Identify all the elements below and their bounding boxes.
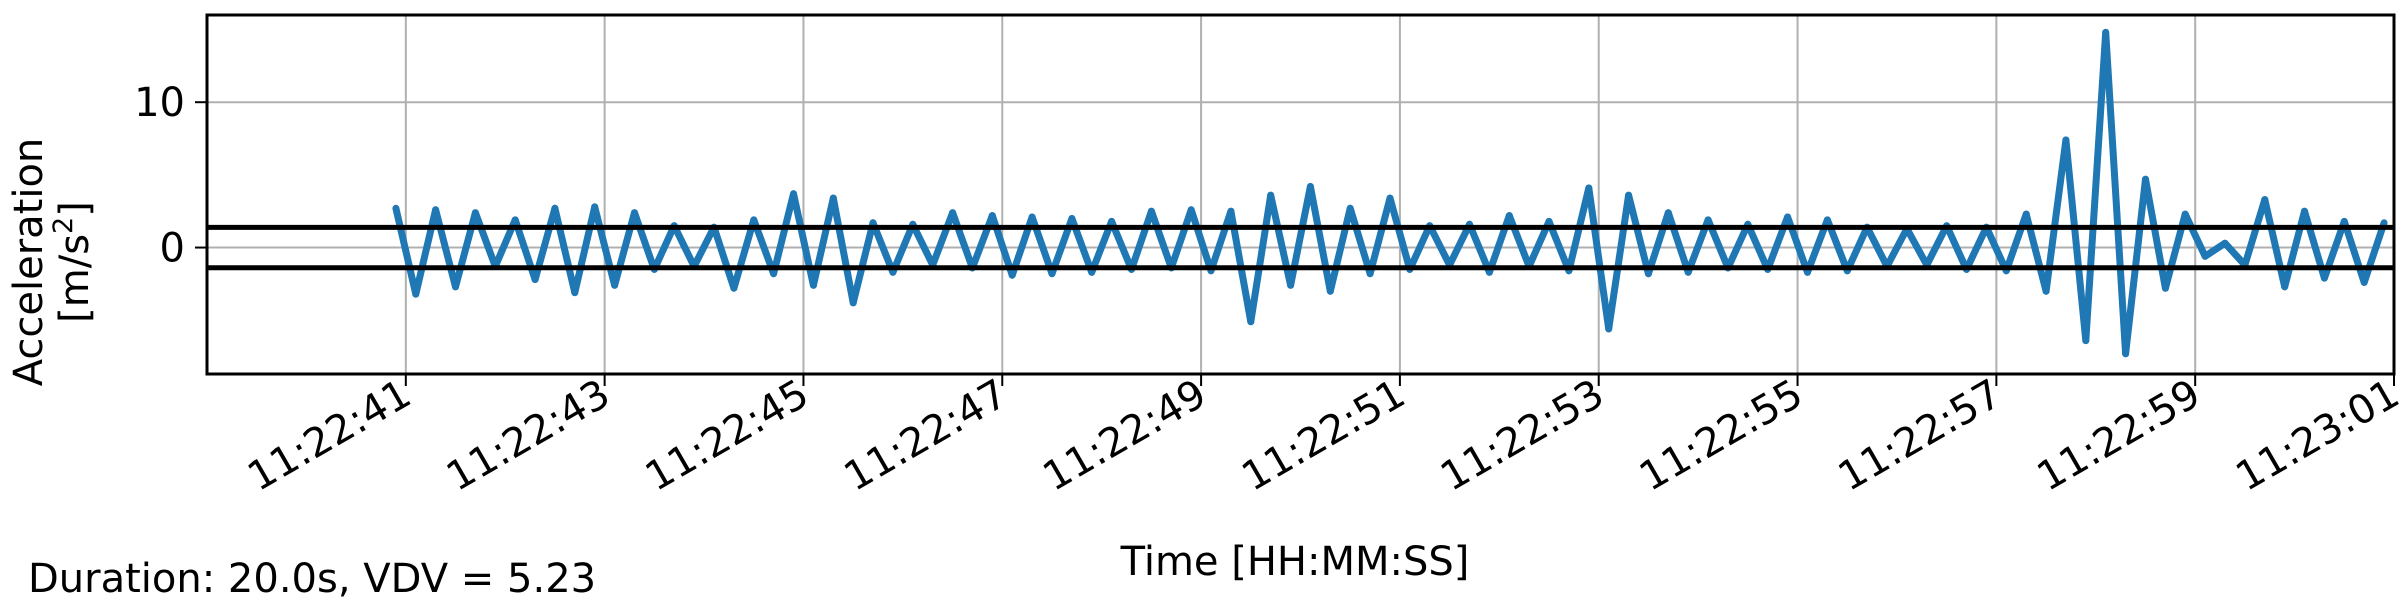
acceleration-point [1306, 183, 1314, 190]
acceleration-point [2042, 287, 2050, 295]
x-tick-label: 11:22:51 [1234, 371, 1413, 501]
acceleration-point [849, 299, 857, 307]
acceleration-point [1823, 216, 1831, 224]
acceleration-point [2022, 210, 2030, 218]
acceleration-point [1187, 206, 1195, 214]
acceleration-point [1267, 191, 1275, 199]
acceleration-point [2181, 210, 2189, 218]
acceleration-point [809, 281, 817, 289]
acceleration-point [2320, 274, 2328, 282]
acceleration-point [1147, 207, 1155, 215]
x-tick-label: 11:22:59 [2030, 371, 2209, 501]
x-tick-label: 11:22:47 [837, 371, 1016, 501]
acceleration-point [1704, 216, 1712, 224]
acceleration-point [1008, 271, 1016, 279]
acceleration-point [829, 194, 837, 202]
acceleration-point [511, 216, 519, 224]
acceleration-point [1625, 191, 1633, 199]
acceleration-point [452, 283, 459, 291]
axes-layer: 11:22:41 11:22:43 11:22:45 11:22:47 11:22:49… [134, 80, 2400, 500]
acceleration-point [1545, 217, 1553, 225]
x-tick-label: 11:22:55 [1632, 371, 1811, 501]
duration-vdv-note: Duration: 20.0s, VDV = 5.23 [28, 556, 596, 600]
x-tick-label: 11:22:57 [1831, 371, 2010, 501]
acceleration-point [432, 206, 440, 214]
y-axis-label: Acceleration [6, 138, 52, 387]
acceleration-point [471, 209, 479, 217]
acceleration-point [1048, 270, 1056, 278]
acceleration-point [1505, 212, 1513, 220]
acceleration-point [2340, 217, 2348, 225]
acceleration-point [1227, 207, 1235, 215]
acceleration-point [2161, 284, 2169, 292]
acceleration-point [1585, 184, 1593, 192]
acceleration-point [2380, 219, 2388, 227]
acceleration-point [869, 219, 877, 227]
acceleration-point [730, 284, 738, 292]
acceleration-point [2062, 136, 2070, 144]
acceleration-point [551, 204, 559, 212]
acceleration-point [790, 190, 797, 198]
series-layer [392, 28, 2388, 358]
plot-frame [205, 13, 2396, 376]
acceleration-point [1684, 268, 1692, 276]
y-axis-unit-label: [m/s2] [48, 201, 98, 323]
x-tick-label: 11:23:01 [2228, 371, 2400, 501]
acceleration-point [889, 268, 897, 276]
x-axis-label: Time [HH:MM:SS] [1120, 539, 1470, 585]
acceleration-point [2221, 239, 2229, 247]
acceleration-point [392, 204, 400, 212]
acceleration-point [1068, 215, 1076, 222]
acceleration-point [611, 281, 619, 289]
acceleration-point [1028, 213, 1036, 221]
acceleration-point [1247, 318, 1255, 326]
x-tick-label: 11:22:43 [439, 371, 618, 501]
acceleration-point [1644, 270, 1652, 278]
acceleration-point [1088, 268, 1096, 276]
acceleration-point [1346, 204, 1354, 212]
acceleration-point [2301, 207, 2308, 215]
acceleration-point [1386, 194, 1394, 202]
x-tick-label: 11:22:45 [638, 371, 817, 501]
acceleration-point [750, 216, 758, 224]
acceleration-point [2360, 278, 2368, 286]
acceleration-point [2142, 175, 2149, 183]
acceleration-point [2102, 28, 2110, 36]
acceleration-point [988, 212, 996, 220]
y-tick-label: 10 [134, 80, 185, 126]
acceleration-series-line [392, 28, 2388, 358]
x-tick-label: 11:22:41 [240, 371, 419, 501]
acceleration-point [2122, 350, 2130, 358]
acceleration-point [1326, 287, 1334, 295]
acceleration-point [1664, 209, 1672, 217]
acceleration-point [412, 290, 420, 298]
acceleration-point [1485, 268, 1493, 276]
threshold-lines [207, 224, 2394, 271]
acceleration-point [1605, 325, 1613, 333]
acceleration-point [1287, 281, 1295, 289]
acceleration-point [2082, 337, 2090, 345]
acceleration-point [591, 203, 599, 211]
x-tick-label: 11:22:53 [1433, 371, 1612, 501]
acceleration-point [631, 209, 638, 217]
acceleration-point [1108, 217, 1116, 225]
acceleration-point [1784, 213, 1792, 221]
acceleration-point [531, 276, 539, 283]
acceleration-point [949, 209, 957, 217]
acceleration-point [2201, 252, 2209, 260]
acceleration-point [2261, 196, 2269, 204]
x-tick-label: 11:22:49 [1036, 371, 1215, 501]
acceleration-point [770, 270, 778, 278]
acceleration-point [1804, 268, 1811, 276]
acceleration-point [571, 289, 579, 297]
acceleration-point [2281, 283, 2289, 291]
grid-lines [207, 15, 2395, 374]
y-tick-label: 0 [160, 226, 185, 272]
acceleration-point [1366, 270, 1374, 278]
